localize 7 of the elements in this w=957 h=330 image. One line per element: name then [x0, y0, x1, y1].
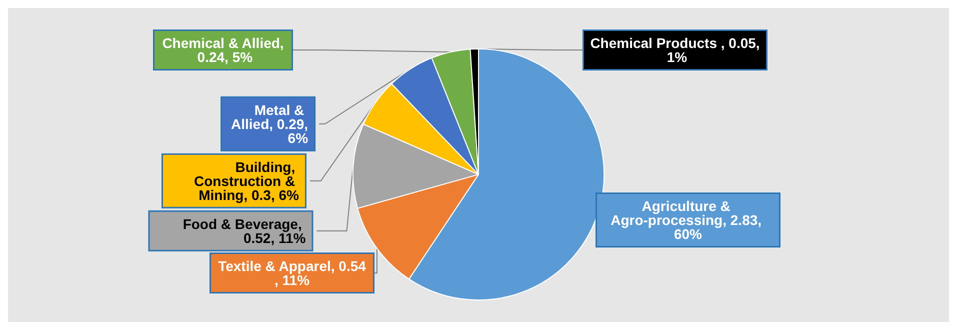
slice-label: Building, Construction & Mining, 0.3, 6% — [194, 158, 300, 203]
slice-label: Chemical & Allied, 0.24, 5% — [162, 35, 284, 65]
slice-label: Textile & Apparel, 0.54, 11% — [218, 258, 366, 288]
slice-label: Agriculture & Agro-processing, 2.83, 60% — [610, 198, 766, 242]
slice-label: Chemical Products , 0.05, 1% — [590, 35, 760, 65]
slice-label: Food & Beverage, 0.52, 11% — [182, 216, 306, 246]
slice-label: Metal & Allied, 0.29, 6% — [231, 102, 309, 146]
